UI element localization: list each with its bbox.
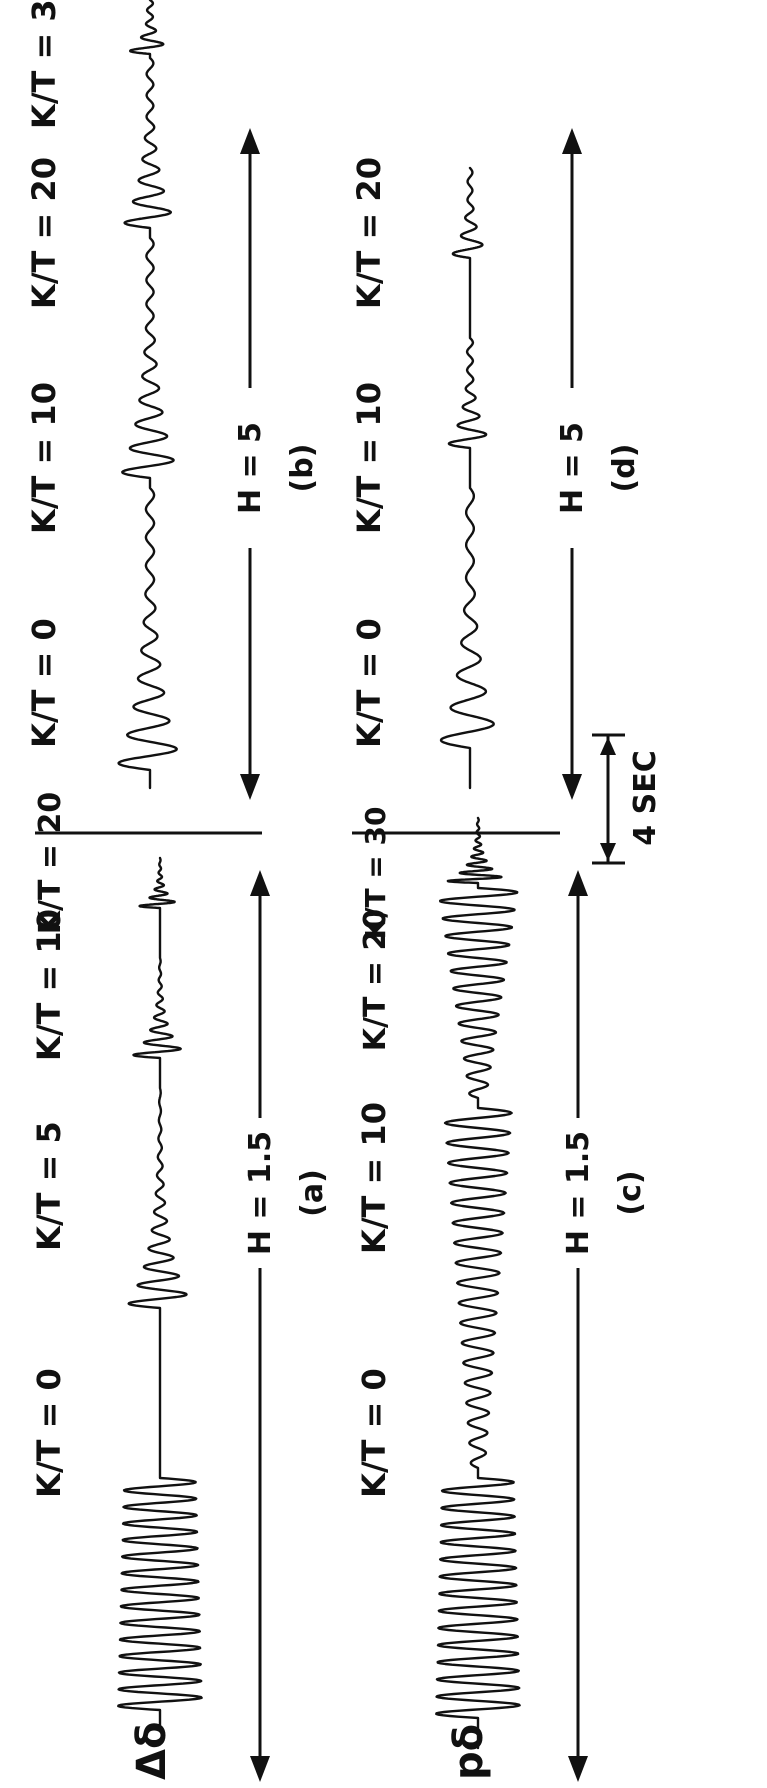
k-label-b-3: K/T = 30: [25, 0, 63, 129]
rotated-figure: Δδ K/T = 0 K/T = 5 K/T = 10 K/T = 20 H =…: [25, 0, 663, 1782]
waveform-trace-a: [118, 858, 201, 1728]
scale-arrowhead-left: [600, 843, 616, 861]
scale-arrowhead-right: [600, 737, 616, 755]
panel-c: pδ K/T = 0 K/T = 10 K/T = 20 K/T = 30 H …: [355, 807, 648, 1782]
arrowhead-right-b: [240, 128, 260, 154]
h-label-d: H = 5: [555, 422, 590, 514]
arrowhead-right-c: [568, 870, 588, 896]
time-scale-label: 4 SEC: [628, 750, 663, 845]
arrowhead-left-b: [240, 774, 260, 800]
k-label-c-1: K/T = 10: [355, 1102, 393, 1254]
h-label-a: H = 1.5: [243, 1131, 278, 1255]
panel-b: K/T = 0 K/T = 10 K/T = 20 K/T = 30 H = 5…: [25, 0, 320, 800]
k-label-c-3: K/T = 30: [359, 807, 392, 940]
panel-d: K/T = 0 K/T = 10 K/T = 20 H = 5 (d): [350, 128, 642, 800]
k-label-c-0: K/T = 0: [355, 1368, 393, 1498]
k-label-d-2: K/T = 20: [350, 157, 388, 309]
panel-tag-b: (b): [285, 444, 320, 493]
arrowhead-right-a: [250, 870, 270, 896]
h-label-c: H = 1.5: [561, 1131, 596, 1255]
k-label-d-1: K/T = 10: [350, 382, 388, 534]
time-scale-bar: 4 SEC: [592, 735, 663, 863]
arrowhead-left-a: [250, 1756, 270, 1782]
trace-symbol-a: Δδ: [129, 1722, 175, 1780]
waveform-trace-b: [119, 0, 177, 788]
panel-tag-c: (c): [613, 1170, 648, 1215]
k-label-a-1: K/T = 5: [30, 1121, 68, 1251]
waveform-trace-c: [436, 818, 519, 1748]
k-label-b-1: K/T = 10: [25, 382, 63, 534]
panel-a: Δδ K/T = 0 K/T = 5 K/T = 10 K/T = 20 H =…: [30, 792, 330, 1782]
k-label-b-0: K/T = 0: [25, 618, 63, 748]
k-label-b-2: K/T = 20: [25, 157, 63, 309]
panel-tag-a: (a): [295, 1169, 330, 1217]
arrowhead-left-d: [562, 774, 582, 800]
panel-tag-d: (d): [607, 444, 642, 493]
k-label-d-0: K/T = 0: [350, 618, 388, 748]
trace-symbol-c: pδ: [446, 1724, 492, 1780]
arrowhead-left-c: [568, 1756, 588, 1782]
k-label-a-0: K/T = 0: [30, 1368, 68, 1498]
arrowhead-right-d: [562, 128, 582, 154]
k-label-a-3: K/T = 20: [33, 792, 68, 934]
h-label-b: H = 5: [233, 422, 268, 514]
waveform-trace-d: [441, 168, 494, 788]
